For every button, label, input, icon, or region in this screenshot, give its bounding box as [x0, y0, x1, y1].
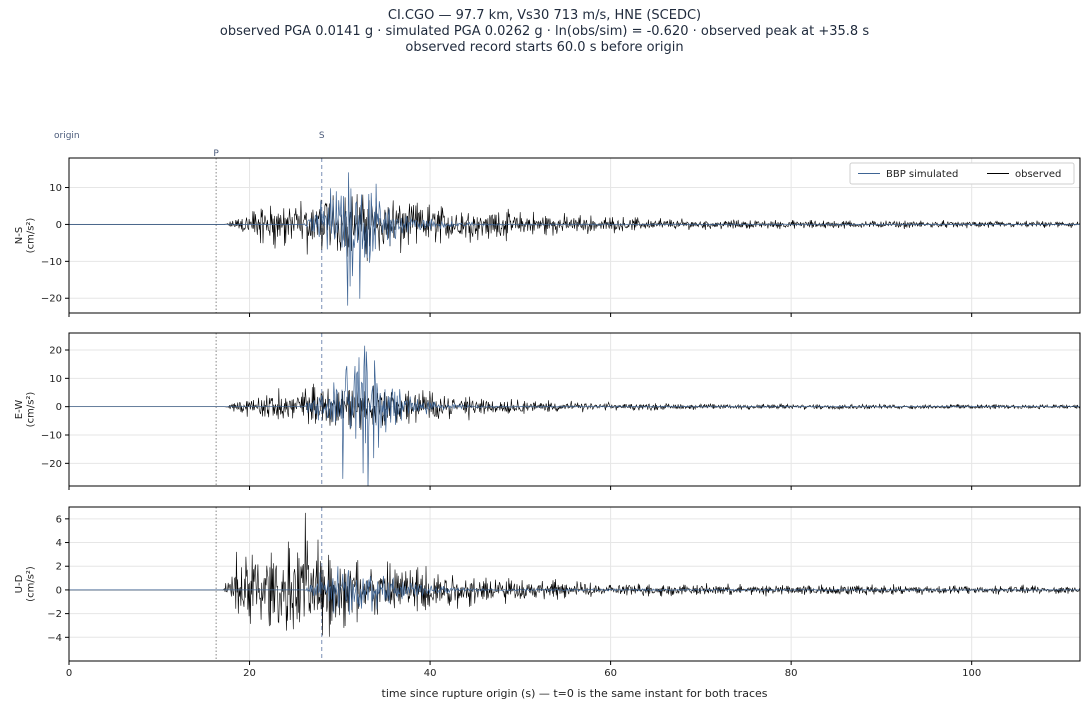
phase-label-s: S [319, 131, 325, 141]
panel-n-s: 10 0 −10 −20 N-S(cm/s²) origin P S BBP simulated… [14, 131, 1081, 317]
trace-group [69, 345, 1080, 486]
legend-box [849, 162, 1075, 185]
observed-trace [69, 194, 1080, 262]
phase-label-origin: origin [54, 131, 80, 141]
simulated-trace [69, 566, 1080, 615]
y-tick-label: −20 [41, 294, 62, 305]
x-axis-label: time since rupture origin (s) — t=0 is t… [382, 687, 768, 700]
x-tick-label: 100 [962, 668, 981, 679]
x-tick-label: 20 [243, 668, 256, 679]
y-axis-unit: (cm/s²) [26, 218, 37, 254]
y-tick-label: 10 [49, 183, 62, 194]
y-axis-component: N-S [14, 227, 25, 244]
panel-e-w: 20 10 0 −10 −20 E-W(cm/s²) [14, 332, 1081, 490]
y-tick-label: 0 [56, 402, 62, 413]
panel-frame [68, 157, 1081, 314]
y-tick-label: 2 [56, 562, 62, 573]
y-axis-component: E-W [14, 400, 25, 420]
y-tick-label: 10 [49, 374, 62, 385]
x-tick-label: 0 [66, 668, 72, 679]
y-axis-label: N-S(cm/s²) [14, 218, 37, 254]
x-tick-label: 60 [604, 668, 617, 679]
y-tick-label: −20 [41, 459, 62, 470]
y-tick-label: −10 [41, 431, 62, 442]
y-axis-component: U-D [14, 574, 25, 593]
y-tick-label: 20 [49, 346, 62, 357]
observed-trace [69, 512, 1080, 637]
simulated-trace [69, 172, 1080, 306]
legend-entry: observed [1015, 169, 1061, 180]
legend-entry: BBP simulated [886, 169, 958, 180]
x-tick-label: 40 [424, 668, 437, 679]
trace-group [69, 172, 1080, 306]
panel-frame [68, 332, 1081, 487]
figure-title: CI.CGO — 97.7 km, Vs30 713 m/s, HNE (SCE… [0, 8, 1089, 56]
title-line-station: CI.CGO — 97.7 km, Vs30 713 m/s, HNE (SCE… [387, 8, 702, 23]
y-axis-unit: (cm/s²) [26, 392, 37, 428]
y-axis-unit: (cm/s²) [26, 566, 37, 602]
y-axis-label: E-W(cm/s²) [14, 392, 37, 428]
title-line-record-start: observed record starts 60.0 s before ori… [405, 40, 684, 55]
y-tick-label: 0 [56, 220, 62, 231]
simulated-trace [69, 345, 1080, 486]
trace-group [69, 512, 1080, 637]
title-line-pga: observed PGA 0.0141 g · simulated PGA 0.… [219, 24, 870, 39]
x-tick-label: 80 [785, 668, 798, 679]
y-tick-label: 4 [56, 538, 62, 549]
y-tick-label: −4 [47, 633, 62, 644]
y-tick-label: 6 [56, 514, 62, 525]
y-tick-label: 0 [56, 585, 62, 596]
phase-label-p: P [213, 149, 219, 159]
panel-frame [68, 506, 1081, 662]
y-tick-label: −2 [47, 609, 62, 620]
y-axis-label: U-D(cm/s²) [14, 566, 37, 602]
y-tick-label: −10 [41, 257, 62, 268]
